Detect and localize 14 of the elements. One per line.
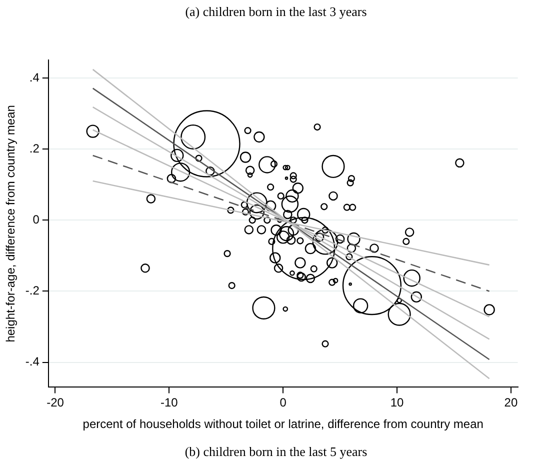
- y-tick-label: 0: [32, 212, 40, 226]
- x-tick-label: 20: [504, 396, 518, 410]
- y-axis-title: height-for-age, difference from country mean: [4, 105, 18, 342]
- text: (b) children born in the last 5 years: [184, 444, 368, 460]
- x-tick-label: -20: [46, 396, 64, 410]
- y-tick-label: .4: [29, 70, 40, 84]
- x-tick-label: 10: [390, 396, 404, 410]
- x-tick-label: 0: [280, 396, 287, 410]
- chart-title: (a) children born in the last 3 years: [184, 3, 368, 21]
- y-tick-label: .2: [29, 141, 40, 156]
- y-tick-label: -.4: [25, 354, 40, 369]
- x-axis-title: percent of households without toilet or latrine, difference from country mean: [82, 417, 484, 432]
- y-tick-label: -.2: [25, 284, 40, 298]
- x-tick-label: -10: [160, 396, 178, 410]
